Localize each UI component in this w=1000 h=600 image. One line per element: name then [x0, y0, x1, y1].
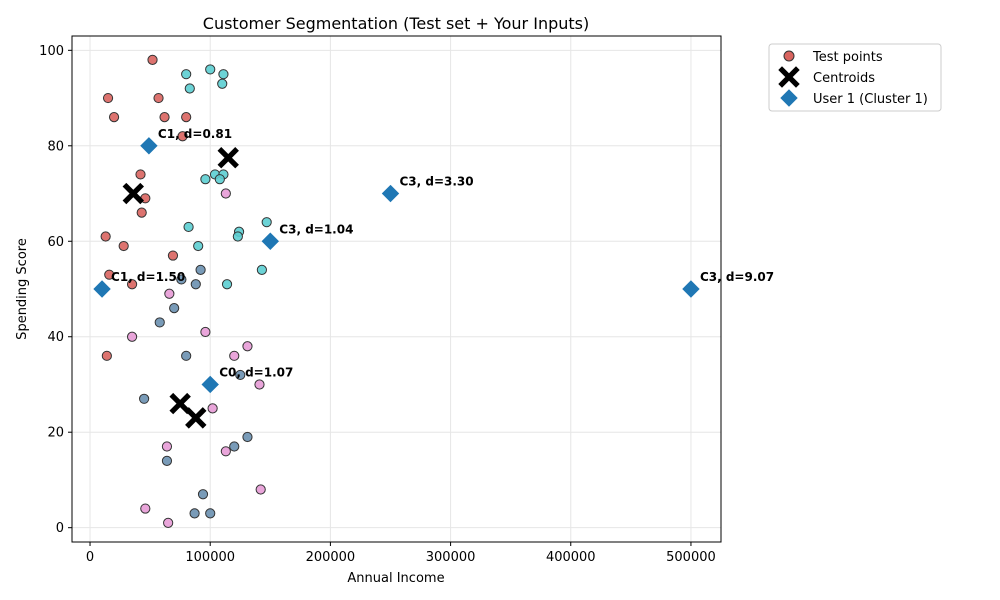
test-point	[221, 279, 233, 290]
test-point	[220, 188, 231, 199]
test-point	[108, 112, 120, 123]
test-point	[169, 302, 180, 314]
test-point	[197, 489, 209, 500]
test-point	[153, 92, 164, 104]
centroid-marker	[185, 407, 207, 429]
test-point	[140, 503, 151, 514]
test-point	[217, 78, 228, 89]
test-point	[177, 131, 188, 142]
test-point	[205, 508, 216, 519]
test-point	[205, 64, 216, 75]
test-point	[135, 169, 146, 180]
test-point	[136, 207, 147, 218]
x-tick-label: 500000	[666, 550, 716, 565]
test-point	[218, 69, 229, 80]
user-point-label: C3, d=3.30	[399, 175, 473, 189]
legend-frame	[768, 43, 942, 112]
user-point	[140, 137, 158, 155]
y-axis-label: Spending Score	[15, 238, 30, 340]
ticks-layer: 0 100000 200000 300000 400000 500000 0 20 40 60 80…	[39, 44, 716, 565]
y-tick-label: 60	[47, 235, 64, 250]
user-point	[201, 375, 219, 394]
test-point	[126, 331, 138, 342]
test-point	[189, 508, 200, 519]
x-tick-label: 300000	[426, 550, 476, 565]
test-point	[100, 231, 111, 242]
x-axis-label: Annual Income	[347, 571, 444, 586]
test-point	[176, 274, 187, 285]
test-point	[232, 231, 243, 242]
x-tick-label: 400000	[546, 550, 596, 565]
test-point	[102, 92, 114, 104]
centroid-marker	[122, 182, 145, 205]
user-point-label: C0, d=1.07	[219, 365, 293, 379]
test-point	[164, 288, 175, 299]
user-point-label: C3, d=9.07	[700, 270, 774, 284]
test-point	[254, 379, 265, 390]
test-point	[195, 264, 206, 276]
test-point	[256, 264, 267, 276]
test-point	[161, 441, 173, 452]
legend-label: Centroids	[813, 71, 875, 86]
chart-title: Customer Segmentation (Test set + Your I…	[203, 14, 589, 33]
legend-label: Test points	[812, 50, 883, 65]
test-point	[163, 517, 174, 529]
test-point	[190, 279, 201, 290]
test-point	[207, 403, 218, 414]
test-point	[184, 83, 195, 94]
user-point	[682, 280, 700, 298]
user-point-label: C3, d=1.04	[279, 222, 353, 236]
user-point-label: C1, d=0.81	[158, 127, 232, 141]
y-tick-label: 80	[47, 139, 64, 154]
test-point	[154, 317, 165, 328]
y-tick-label: 20	[47, 426, 64, 441]
plot-frame	[71, 35, 722, 543]
test-point	[181, 350, 192, 361]
test-point	[242, 341, 253, 352]
user-point-label: C1, d=1.50	[111, 270, 185, 284]
test-point	[104, 269, 115, 280]
test-point	[126, 279, 138, 290]
test-point	[159, 112, 170, 123]
test-point	[235, 369, 246, 381]
test-point	[242, 431, 253, 443]
user-point	[93, 280, 111, 298]
test-point	[220, 446, 231, 457]
test-point	[183, 221, 194, 233]
y-tick-label: 40	[47, 330, 64, 345]
test-point	[101, 350, 112, 361]
test-point	[161, 455, 173, 466]
test-point	[255, 484, 266, 495]
legend-label: User 1 (Cluster 1)	[813, 92, 928, 107]
test-point	[229, 350, 240, 361]
test-point	[200, 326, 211, 338]
legend-marker-test-points	[783, 50, 795, 62]
legend-marker-centroids	[778, 66, 800, 88]
test-point	[229, 441, 240, 452]
test-point	[214, 174, 225, 185]
y-tick-label: 100	[39, 44, 64, 59]
x-tick-label: 100000	[185, 550, 235, 565]
user-point	[381, 184, 400, 203]
points-layer: C1, d=0.81 C3, d=3.30 C3, d=1.04 C1, d=1.50…	[93, 54, 774, 529]
test-point	[139, 393, 150, 404]
x-tick-label: 200000	[306, 550, 356, 565]
legend: Test points Centroids User 1 (Cluster 1)	[768, 43, 942, 112]
test-point	[200, 174, 211, 185]
test-point	[261, 217, 272, 228]
test-point	[147, 54, 158, 65]
x-tick-label: 0	[86, 550, 94, 565]
centroid-marker	[217, 147, 239, 169]
test-point	[181, 69, 192, 80]
test-point	[167, 250, 179, 261]
legend-marker-user	[780, 89, 798, 107]
y-tick-label: 0	[56, 521, 64, 536]
test-point	[118, 240, 129, 252]
user-point	[261, 232, 280, 250]
test-point	[181, 112, 192, 123]
test-point	[193, 240, 204, 252]
